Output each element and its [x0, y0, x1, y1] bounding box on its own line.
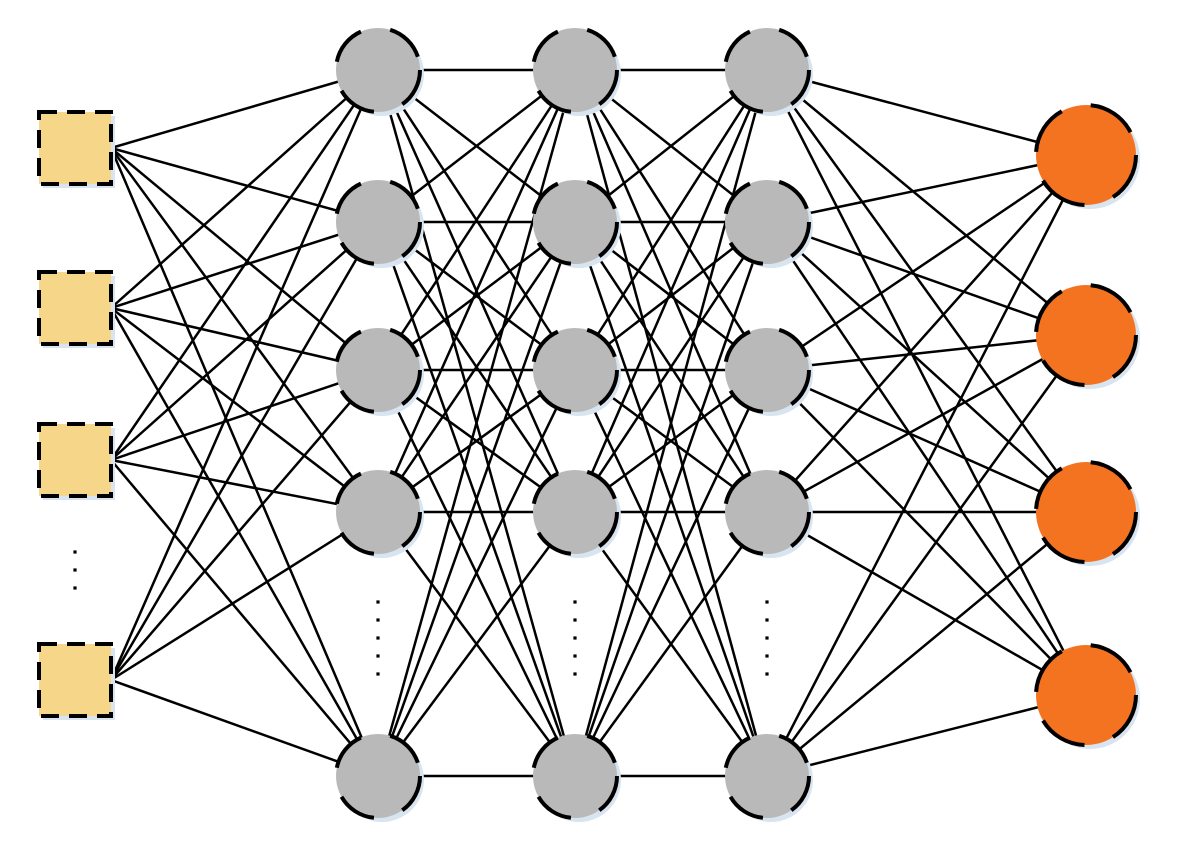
- edge: [767, 370, 1086, 695]
- edge: [111, 70, 378, 460]
- hidden1-node: [336, 328, 420, 412]
- edge: [767, 70, 1086, 335]
- hidden3-node: [725, 328, 809, 412]
- ellipsis-dot: [765, 600, 768, 603]
- edge: [111, 512, 378, 680]
- edge: [767, 335, 1086, 776]
- ellipsis-dot: [376, 636, 379, 639]
- hidden2-node: [533, 28, 617, 112]
- hidden2-node: [533, 470, 617, 554]
- hidden3-node: [725, 180, 809, 264]
- hidden3-node: [725, 734, 809, 818]
- ellipsis-dot: [73, 586, 76, 589]
- hidden2-node: [533, 180, 617, 264]
- hidden2-node: [533, 328, 617, 412]
- ellipsis-dot: [573, 618, 576, 621]
- hidden1-node: [336, 180, 420, 264]
- hidden3-node: [725, 28, 809, 112]
- ellipsis-dot: [376, 618, 379, 621]
- output-node: [1036, 462, 1136, 562]
- edges-group: [111, 70, 1086, 776]
- input-node: [39, 424, 111, 496]
- output-node: [1036, 285, 1136, 385]
- neural-network-diagram: [0, 0, 1200, 846]
- edge: [767, 370, 1086, 512]
- ellipsis-dot: [376, 654, 379, 657]
- ellipsis-dot: [376, 600, 379, 603]
- edge: [111, 148, 378, 512]
- ellipsis-dot: [73, 550, 76, 553]
- edge: [111, 148, 378, 776]
- hidden2-node: [533, 734, 617, 818]
- edge: [111, 370, 378, 680]
- ellipsis-dot: [573, 636, 576, 639]
- hidden3-node: [725, 470, 809, 554]
- edge: [111, 70, 378, 308]
- ellipsis-dot: [765, 618, 768, 621]
- ellipsis-dot: [573, 600, 576, 603]
- input-node: [39, 272, 111, 344]
- output-node: [1036, 645, 1136, 745]
- nodes-group: [39, 28, 1140, 822]
- hidden1-node: [336, 470, 420, 554]
- ellipsis-dot: [765, 636, 768, 639]
- edge: [111, 222, 378, 680]
- ellipsis-dot: [573, 654, 576, 657]
- ellipsis-dot: [765, 654, 768, 657]
- ellipsis-dot: [573, 672, 576, 675]
- ellipsis-dot: [376, 672, 379, 675]
- ellipsis-dot: [73, 568, 76, 571]
- input-node: [39, 112, 111, 184]
- edge: [767, 335, 1086, 512]
- ellipsis-dot: [765, 672, 768, 675]
- output-node: [1036, 105, 1136, 205]
- edge: [767, 222, 1086, 512]
- hidden1-node: [336, 28, 420, 112]
- input-node: [39, 644, 111, 716]
- hidden1-node: [336, 734, 420, 818]
